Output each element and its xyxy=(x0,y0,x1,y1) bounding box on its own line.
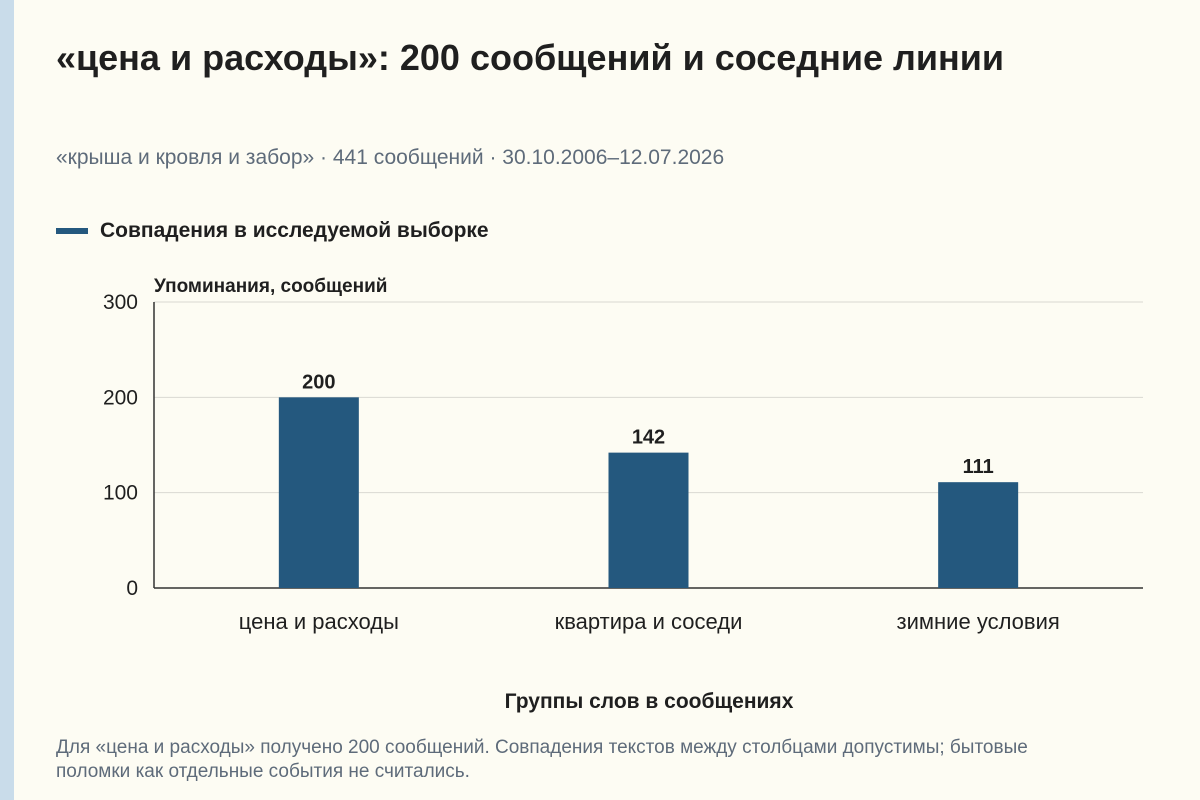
x-tick-label: цена и расходы xyxy=(239,609,399,634)
y-tick-labels: 0 100 200 300 xyxy=(103,291,138,600)
footnote: Для «цена и расходы» получено 200 сообще… xyxy=(56,737,1028,782)
bar xyxy=(608,452,689,588)
data-label: 111 xyxy=(963,456,994,478)
x-tick-label: зимние условия xyxy=(897,609,1060,634)
y-tick-label: 100 xyxy=(103,482,138,505)
data-label: 142 xyxy=(632,427,665,449)
x-axis-label: Группы слов в сообщениях xyxy=(505,690,794,713)
data-labels: 200 142 111 xyxy=(302,371,994,478)
y-tick-label: 0 xyxy=(126,577,138,600)
y-tick-label: 200 xyxy=(103,386,138,409)
x-tick-label: квартира и соседи xyxy=(555,609,743,634)
bars xyxy=(278,397,1019,588)
bar xyxy=(938,482,1019,588)
legend: Совпадения в исследуемой выборке xyxy=(56,219,489,243)
x-tick-labels: цена и расходы квартира и соседи зимние ус… xyxy=(239,609,1060,634)
bar xyxy=(278,397,359,588)
y-tick-label: 300 xyxy=(103,291,138,314)
bar-chart: 0 100 200 300 200 142 111 цена и расходы кварт… xyxy=(103,276,1143,713)
left-accent-strip xyxy=(0,0,14,800)
y-axis-label: Упоминания, сообщений xyxy=(154,276,387,297)
chart-subtitle: «крыша и кровля и забор» · 441 сообщений… xyxy=(56,146,725,169)
chart-title: «цена и расходы»: 200 сообщений и соседн… xyxy=(56,37,1005,78)
data-label: 200 xyxy=(302,371,335,393)
legend-swatch xyxy=(56,228,88,234)
legend-label: Совпадения в исследуемой выборке xyxy=(100,219,489,242)
